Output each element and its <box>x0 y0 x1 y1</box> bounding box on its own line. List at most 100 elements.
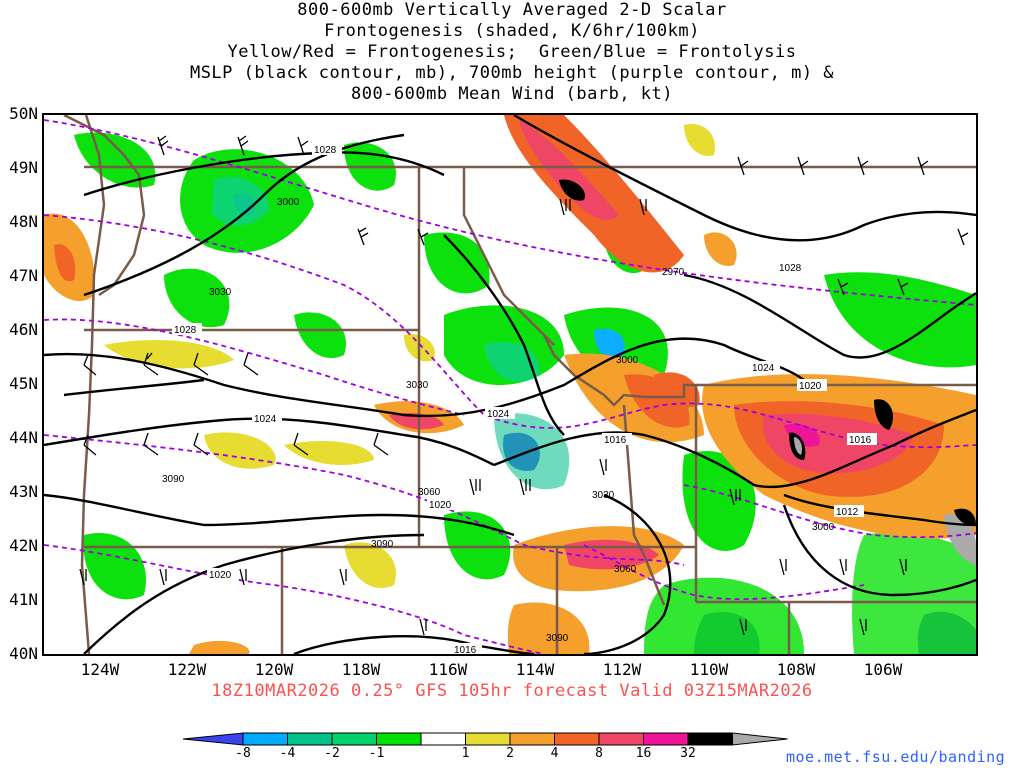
colorbar-cell <box>687 732 733 746</box>
frontogenesis-shading <box>44 115 976 654</box>
colorbar-cell <box>376 732 422 746</box>
wind-barb <box>83 354 97 376</box>
lat-label: 44N <box>9 428 38 447</box>
map-panel: 1028 1028 1028 1024 1024 1024 1020 1020 … <box>42 113 978 656</box>
mslp-contours <box>44 115 976 654</box>
title-line-2: Frontogenesis (shaded, K/6hr/100km) <box>324 21 700 41</box>
colorbar-cell <box>643 732 689 746</box>
wind-barb <box>239 568 247 586</box>
colorbar-cell <box>420 732 466 746</box>
title-line-1: 800-600mb Vertically Averaged 2-D Scalar <box>297 0 727 20</box>
wind-barb <box>837 278 849 296</box>
colorbar-label: -4 <box>279 746 296 761</box>
wind-barb <box>469 478 481 496</box>
wind-barb <box>897 278 909 296</box>
colorbar-cell <box>465 732 511 746</box>
lon-label: 120W <box>254 660 294 679</box>
wind-barb <box>243 352 259 376</box>
colorbar-cell <box>242 732 288 746</box>
mslp-label: 1024 <box>487 409 510 420</box>
frontogenesis-map: 1028 1028 1028 1024 1024 1024 1020 1020 … <box>44 115 976 654</box>
height-label: 3000 <box>812 522 835 533</box>
wind-barb <box>143 352 159 376</box>
wind-barb <box>857 156 869 176</box>
colorbar-label: -1 <box>368 746 385 761</box>
lat-label: 50N <box>9 104 38 123</box>
wind-barb <box>79 568 87 586</box>
wind-barb <box>599 458 607 476</box>
lat-label: 46N <box>9 320 38 339</box>
mslp-label: 1016 <box>849 435 872 446</box>
lon-label: 112W <box>602 660 642 679</box>
mslp-label: 1012 <box>836 507 859 518</box>
wind-barb <box>339 568 347 586</box>
wind-barb <box>193 432 209 456</box>
lon-label: 106W <box>863 660 903 679</box>
lon-label: 108W <box>776 660 816 679</box>
lat-label: 42N <box>9 536 38 555</box>
colorbar-label: 32 <box>680 746 696 761</box>
wind-barbs <box>79 135 969 636</box>
lon-label: 124W <box>80 660 120 679</box>
forecast-valid-time: 18Z10MAR2026 0.25° GFS 105hr forecast Va… <box>211 681 813 701</box>
wind-barb <box>737 156 749 176</box>
lat-label: 40N <box>9 644 38 663</box>
colorbar-cell <box>183 732 244 746</box>
colorbar <box>183 732 788 746</box>
mslp-label: 1016 <box>454 645 477 654</box>
colorbar-label: 2 <box>506 746 514 761</box>
wind-barb <box>237 135 249 156</box>
wind-barb <box>83 434 97 456</box>
height-label: 3060 <box>614 564 637 575</box>
wind-barb <box>373 432 389 456</box>
mslp-label: 1024 <box>752 363 775 374</box>
wind-barb <box>739 618 747 636</box>
mslp-label: 1020 <box>209 570 232 581</box>
wind-barb <box>143 432 159 456</box>
lat-label: 45N <box>9 374 38 393</box>
wind-barb <box>193 352 209 376</box>
height-label: 3030 <box>209 287 232 298</box>
wind-barb <box>639 198 647 216</box>
title-line-3: Yellow/Red = Frontogenesis; Green/Blue =… <box>227 42 797 62</box>
height-label: 3090 <box>546 633 569 644</box>
wind-barb <box>957 228 969 246</box>
colorbar-cell <box>598 732 644 746</box>
wind-barb <box>419 618 427 636</box>
mslp-label: 1016 <box>604 435 627 446</box>
wind-barb <box>899 558 907 576</box>
wind-barb <box>779 558 787 576</box>
height-label: 3060 <box>418 487 441 498</box>
colorbar-label: 8 <box>595 746 603 761</box>
colorbar-cell <box>331 732 377 746</box>
wind-barb <box>293 432 309 456</box>
wind-barb <box>519 478 531 496</box>
title-line-4: MSLP (black contour, mb), 700mb height (… <box>189 63 835 83</box>
colorbar-label: 16 <box>635 746 652 761</box>
wind-barb <box>729 488 741 506</box>
height-label: 3090 <box>162 474 185 485</box>
lon-label: 122W <box>167 660 207 679</box>
wind-barb <box>839 558 847 576</box>
wind-barb <box>157 135 169 156</box>
mslp-label: 1028 <box>174 325 197 336</box>
colorbar-label: 1 <box>461 746 470 761</box>
title-line-5: 800-600mb Mean Wind (barb, kt) <box>350 84 674 104</box>
wind-barb <box>859 618 867 636</box>
mslp-label: 1020 <box>429 500 452 511</box>
wind-barb <box>357 227 369 246</box>
height-label: 3000 <box>616 355 639 366</box>
colorbar-label: -2 <box>324 746 340 761</box>
lat-label: 43N <box>9 482 38 501</box>
lat-label: 41N <box>9 590 38 609</box>
lat-label: 48N <box>9 212 38 231</box>
colorbar-label: -8 <box>235 746 251 761</box>
height-label: 3000 <box>277 197 300 208</box>
lat-label: 49N <box>9 158 38 177</box>
mslp-label: 1028 <box>314 145 337 156</box>
colorbar-cell <box>554 732 600 746</box>
lon-label: 118W <box>341 660 381 679</box>
contour-labels: 1028 1028 1028 1024 1024 1024 1020 1020 … <box>162 143 877 654</box>
credit-link[interactable]: moe.met.fsu.edu/banding <box>786 748 1006 766</box>
mslp-label: 1024 <box>254 414 277 425</box>
